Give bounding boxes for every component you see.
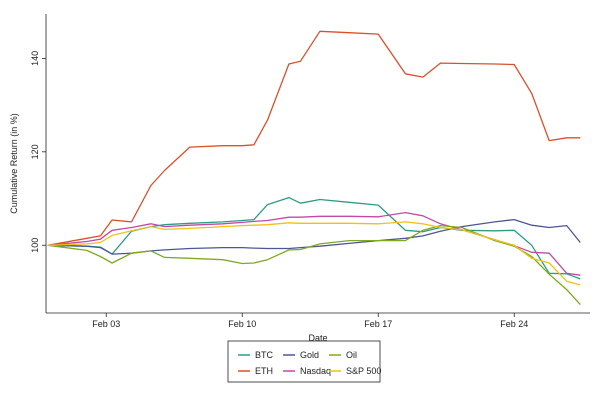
x-tick-label: Feb 17 <box>364 319 392 329</box>
y-tick-label: 140 <box>30 51 40 66</box>
series-line-oil <box>47 224 581 306</box>
y-tick-label: 100 <box>30 238 40 253</box>
legend-label: BTC <box>255 350 274 360</box>
series-line-gold <box>47 218 581 255</box>
y-axis-title: Cumulative Return (in %) <box>9 113 19 214</box>
series-line-btc <box>47 196 581 280</box>
legend-box <box>227 340 381 383</box>
x-tick-label: Feb 10 <box>228 319 256 329</box>
legend-label: Oil <box>346 350 357 360</box>
x-tick-label: Feb 03 <box>92 319 120 329</box>
x-tick-label: Feb 24 <box>500 319 528 329</box>
legend-label: S&P 500 <box>346 366 381 376</box>
series-line-eth <box>47 30 581 246</box>
legend-label: Gold <box>300 350 319 360</box>
y-tick-label: 120 <box>30 144 40 159</box>
legend-label: ETH <box>255 366 273 376</box>
legend-label: Nasdaq <box>300 366 331 376</box>
x-axis-title: Date <box>308 333 327 343</box>
series-line-s-p-500 <box>47 221 581 286</box>
